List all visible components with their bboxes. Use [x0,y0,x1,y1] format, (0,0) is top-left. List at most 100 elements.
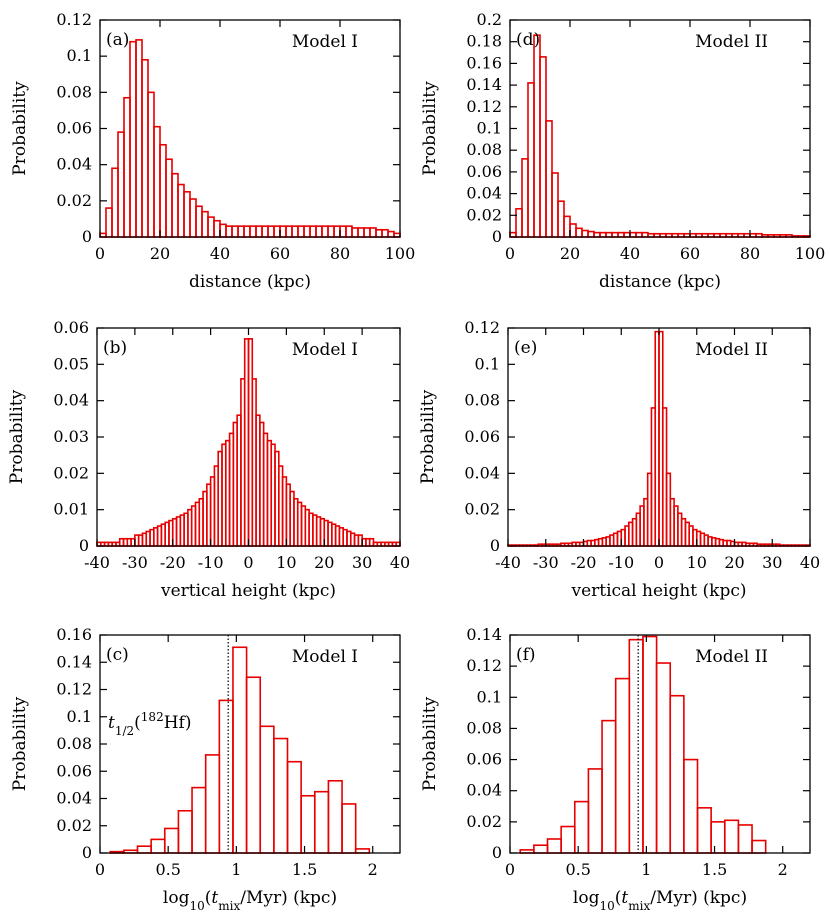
ytick-label-d-6: 0.12 [466,97,502,116]
ytick-label-f-0: 0 [492,843,502,862]
bar-f-1 [533,844,549,854]
xlabel-d: distance (kpc) [599,272,721,292]
bar-a-11 [165,158,173,238]
ytick-label-f-7: 0.14 [466,625,502,644]
ytick-label-c-6: 0.12 [56,680,92,699]
xtick-label-a-0: 0 [95,244,105,263]
bar-a-43 [357,227,365,238]
ytick-label-c-0: 0 [82,843,92,862]
ytick-label-a-4: 0.08 [56,82,92,101]
panel-d: 0 0.02 0.04 0.06 0.08 0.1 0.12 0.14 0.16 0.18 0.2 0… [420,10,825,292]
bar-d-9 [563,215,571,238]
xtick-label-b-6: 20 [314,553,334,572]
bar-d-18 [617,231,625,238]
xtick-label-a-2: 40 [210,244,230,263]
xlabel-f: log10(tmix/Myr) (kpc) [573,888,747,913]
bar-a-6 [135,39,143,238]
ytick-label-a-3: 0.06 [56,119,92,138]
model-label-d: Model II [695,32,768,52]
panel-label-e: (e) [514,338,537,358]
ytick-label-d-7: 0.14 [466,75,502,94]
bar-a-30 [279,225,287,238]
model-label-a: Model I [292,32,358,52]
bars-e [507,330,811,547]
model-label-b: Model I [292,340,358,360]
model-label-f: Model II [695,647,768,667]
bar-a-4 [123,96,131,238]
bar-d-20 [629,231,637,238]
bar-f-11 [669,694,685,854]
bar-a-25 [249,225,257,238]
bar-c-14 [300,794,316,854]
xtick-label-f-0: 0 [505,860,515,879]
bar-a-37 [321,225,329,238]
bar-f-14 [710,821,726,854]
ytick-label-e-4: 0.08 [464,391,500,410]
ytick-label-a-2: 0.04 [56,155,92,174]
ytick-label-a-5: 0.1 [67,46,92,65]
xtick-label-a-5: 100 [385,244,416,263]
bar-c-12 [273,737,289,854]
xtick-label-c-1: 0.5 [155,860,180,879]
xtick-label-d-2: 40 [620,244,640,263]
panel-b: 0 0.01 0.02 0.03 0.04 0.05 0.06 -40 -30 -20 -10 0 10… [7,318,410,601]
bar-d-15 [599,231,607,238]
xtick-label-d-4: 80 [740,244,760,263]
xtick-label-a-3: 60 [270,244,290,263]
bar-a-2 [111,167,119,238]
ylabel-c: Probability [10,696,30,791]
xtick-label-d-0: 0 [505,244,515,263]
panel-e: 0 0.02 0.04 0.06 0.08 0.1 0.12 -40 -30 -20 -10 0 10 2… [418,318,820,601]
ytick-label-b-2: 0.02 [53,463,89,482]
ytick-label-f-5: 0.1 [477,687,502,706]
bar-c-3 [150,838,166,854]
xtick-label-f-3: 1.5 [702,860,727,879]
ytick-label-a-6: 0.12 [56,10,92,29]
xtick-label-c-2: 1 [231,860,241,879]
bar-d-10 [569,223,577,238]
xtick-label-b-8: 40 [390,553,410,572]
bar-d-13 [587,230,595,238]
ytick-label-e-5: 0.1 [475,354,500,373]
bar-a-31 [285,225,293,238]
ytick-label-d-4: 0.08 [466,140,502,159]
ylabel-d: Probability [420,81,440,176]
bar-a-35 [309,225,317,238]
ytick-label-d-1: 0.02 [466,205,502,224]
bar-a-36 [315,225,323,238]
xlabel-a: distance (kpc) [189,272,311,292]
bar-f-13 [696,807,712,854]
bar-a-46 [375,228,383,238]
xtick-label-a-4: 80 [330,244,350,263]
bar-a-45 [369,227,377,238]
ytick-label-e-6: 0.12 [464,318,500,337]
bar-a-28 [267,225,275,238]
xtick-label-b-3: -10 [198,553,224,572]
bar-c-13 [286,760,302,854]
ytick-label-f-4: 0.08 [466,718,502,737]
bar-a-15 [189,198,197,238]
panel-label-f: (f) [516,645,536,665]
ytick-label-c-4: 0.08 [56,734,92,753]
bar-a-12 [171,172,179,238]
bar-f-10 [655,662,672,854]
bar-f-12 [683,758,699,854]
ytick-label-b-1: 0.01 [53,500,89,519]
ylabel-f: Probability [420,696,440,791]
model-label-e: Model II [695,340,768,360]
bar-c-16 [327,779,343,854]
panel-label-c: (c) [106,645,129,665]
bar-a-40 [339,225,347,238]
panel-label-d: (d) [516,30,540,50]
bar-a-41 [345,225,353,238]
xtick-label-b-4: 0 [243,553,253,572]
bar-f-9 [642,635,658,854]
bar-c-8 [218,699,234,854]
bar-f-4 [573,800,590,854]
xtick-label-e-2: -20 [571,553,597,572]
xtick-label-c-3: 1.5 [292,860,317,879]
ytick-label-d-10: 0.2 [477,10,502,29]
bar-c-9 [232,646,248,854]
bar-a-7 [141,58,149,238]
